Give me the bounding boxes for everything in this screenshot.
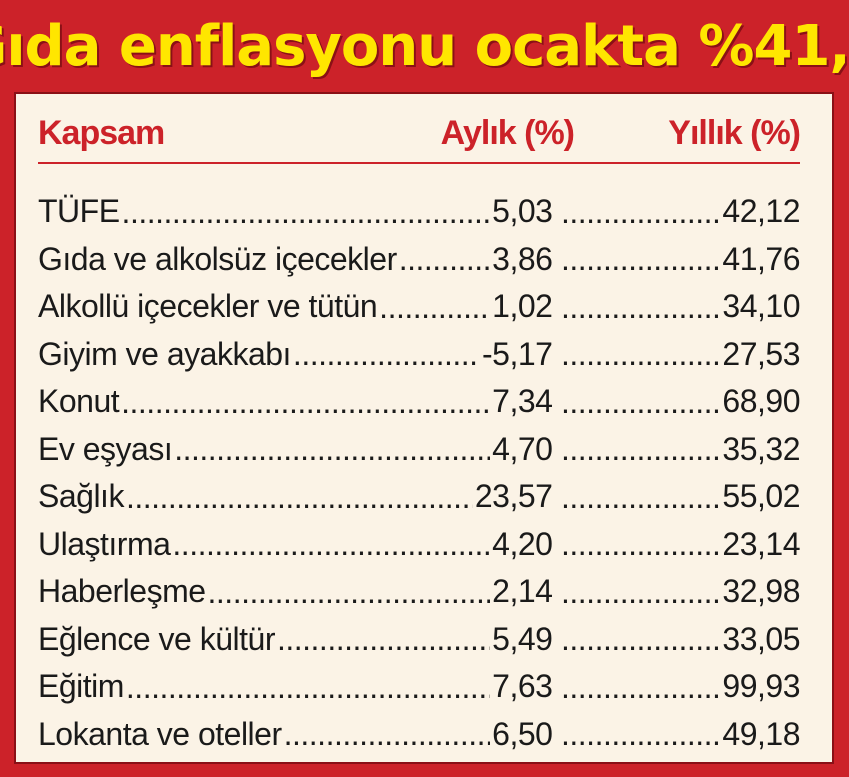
aylik-value: 23,57 bbox=[474, 478, 553, 515]
dot-leader bbox=[560, 621, 720, 657]
table-row: Konut 7,34 68,90 bbox=[38, 378, 800, 426]
dot-leader bbox=[560, 669, 720, 705]
dot-leader bbox=[174, 431, 490, 467]
yillik-value: 34,10 bbox=[722, 288, 800, 325]
dot-leader bbox=[560, 194, 720, 230]
table-row: Alkollü içecekler ve tütün 1,02 34,10 bbox=[38, 283, 800, 331]
aylik-value: 7,34 bbox=[492, 383, 553, 420]
row-label: Eğitim bbox=[38, 668, 124, 705]
yillik-value: 49,18 bbox=[722, 715, 800, 752]
table-row: Lokanta ve oteller 6,50 49,18 bbox=[38, 711, 800, 759]
table-row: Gıda ve alkolsüz içecekler 3,86 41,76 bbox=[38, 236, 800, 284]
table-body: TÜFE 5,03 42,12 Gıda ve alkolsüz içecekler 3… bbox=[38, 188, 800, 758]
dot-leader bbox=[560, 716, 720, 752]
row-label: Haberleşme bbox=[38, 573, 206, 610]
aylik-value: 4,20 bbox=[492, 525, 553, 562]
row-label: Konut bbox=[38, 383, 120, 420]
aylik-value: 1,02 bbox=[492, 288, 553, 325]
aylik-value: 5,49 bbox=[492, 620, 553, 657]
dot-leader bbox=[560, 241, 720, 277]
dot-leader bbox=[277, 621, 490, 657]
yillik-value: 99,93 bbox=[722, 668, 800, 705]
dot-leader bbox=[560, 479, 720, 515]
aylik-value: -5,17 bbox=[481, 335, 553, 372]
row-label: Eğlence ve kültür bbox=[38, 620, 275, 657]
column-header-yillik: Yıllık (%) bbox=[668, 114, 801, 152]
table-row: Giyim ve ayakkabı -5,17 27,53 bbox=[38, 331, 800, 379]
row-label: TÜFE bbox=[38, 193, 120, 230]
yillik-value: 33,05 bbox=[722, 620, 800, 657]
row-label: Giyim ve ayakkabı bbox=[38, 335, 291, 372]
infographic-title: Gıda enflasyonu ocakta %41,7 bbox=[0, 13, 849, 79]
aylik-value: 5,03 bbox=[492, 193, 553, 230]
table-row: Sağlık 23,57 55,02 bbox=[38, 473, 800, 521]
table-row: Eğitim 7,63 99,93 bbox=[38, 663, 800, 711]
yillik-value: 23,14 bbox=[722, 525, 800, 562]
dot-leader bbox=[208, 574, 491, 610]
table-row: Ev eşyası 4,70 35,32 bbox=[38, 426, 800, 474]
dot-leader bbox=[126, 479, 473, 515]
column-header-kapsam: Kapsam bbox=[38, 114, 165, 152]
table-row: Eğlence ve kültür 5,49 33,05 bbox=[38, 616, 800, 664]
aylik-value: 2,14 bbox=[492, 573, 553, 610]
dot-leader bbox=[560, 384, 720, 420]
column-header-aylik: Aylık (%) bbox=[440, 114, 575, 152]
table-header: Kapsam Aylık (%) Yıllık (%) bbox=[38, 112, 801, 164]
dot-leader bbox=[122, 194, 491, 230]
dot-leader bbox=[284, 716, 491, 752]
dot-leader bbox=[121, 384, 490, 420]
yillik-value: 35,32 bbox=[722, 430, 800, 467]
yillik-value: 41,76 bbox=[722, 240, 800, 277]
table-row: Ulaştırma 4,20 23,14 bbox=[38, 521, 800, 569]
table-row: TÜFE 5,03 42,12 bbox=[38, 188, 800, 236]
row-label: Lokanta ve oteller bbox=[38, 715, 282, 752]
yillik-value: 32,98 bbox=[722, 573, 800, 610]
row-label: Ulaştırma bbox=[38, 525, 171, 562]
row-label: Ev eşyası bbox=[38, 430, 173, 467]
aylik-value: 7,63 bbox=[492, 668, 553, 705]
dot-leader bbox=[399, 241, 490, 277]
dot-leader bbox=[379, 289, 490, 325]
dot-leader bbox=[560, 431, 720, 467]
dot-leader bbox=[172, 526, 490, 562]
row-label: Alkollü içecekler ve tütün bbox=[38, 288, 378, 325]
dot-leader bbox=[560, 574, 720, 610]
dot-leader bbox=[560, 289, 720, 325]
dot-leader bbox=[560, 526, 720, 562]
aylik-value: 4,70 bbox=[492, 430, 553, 467]
row-label: Sağlık bbox=[38, 478, 124, 515]
yillik-value: 27,53 bbox=[722, 335, 800, 372]
table-panel: Kapsam Aylık (%) Yıllık (%) TÜFE 5,03 42,1… bbox=[14, 92, 834, 764]
aylik-value: 6,50 bbox=[492, 715, 553, 752]
dot-leader bbox=[560, 336, 720, 372]
dot-leader bbox=[293, 336, 480, 372]
yillik-value: 42,12 bbox=[722, 193, 800, 230]
yillik-value: 68,90 bbox=[722, 383, 800, 420]
table-row: Haberleşme 2,14 32,98 bbox=[38, 568, 800, 616]
aylik-value: 3,86 bbox=[492, 240, 553, 277]
dot-leader bbox=[126, 669, 490, 705]
row-label: Gıda ve alkolsüz içecekler bbox=[38, 240, 397, 277]
yillik-value: 55,02 bbox=[722, 478, 800, 515]
